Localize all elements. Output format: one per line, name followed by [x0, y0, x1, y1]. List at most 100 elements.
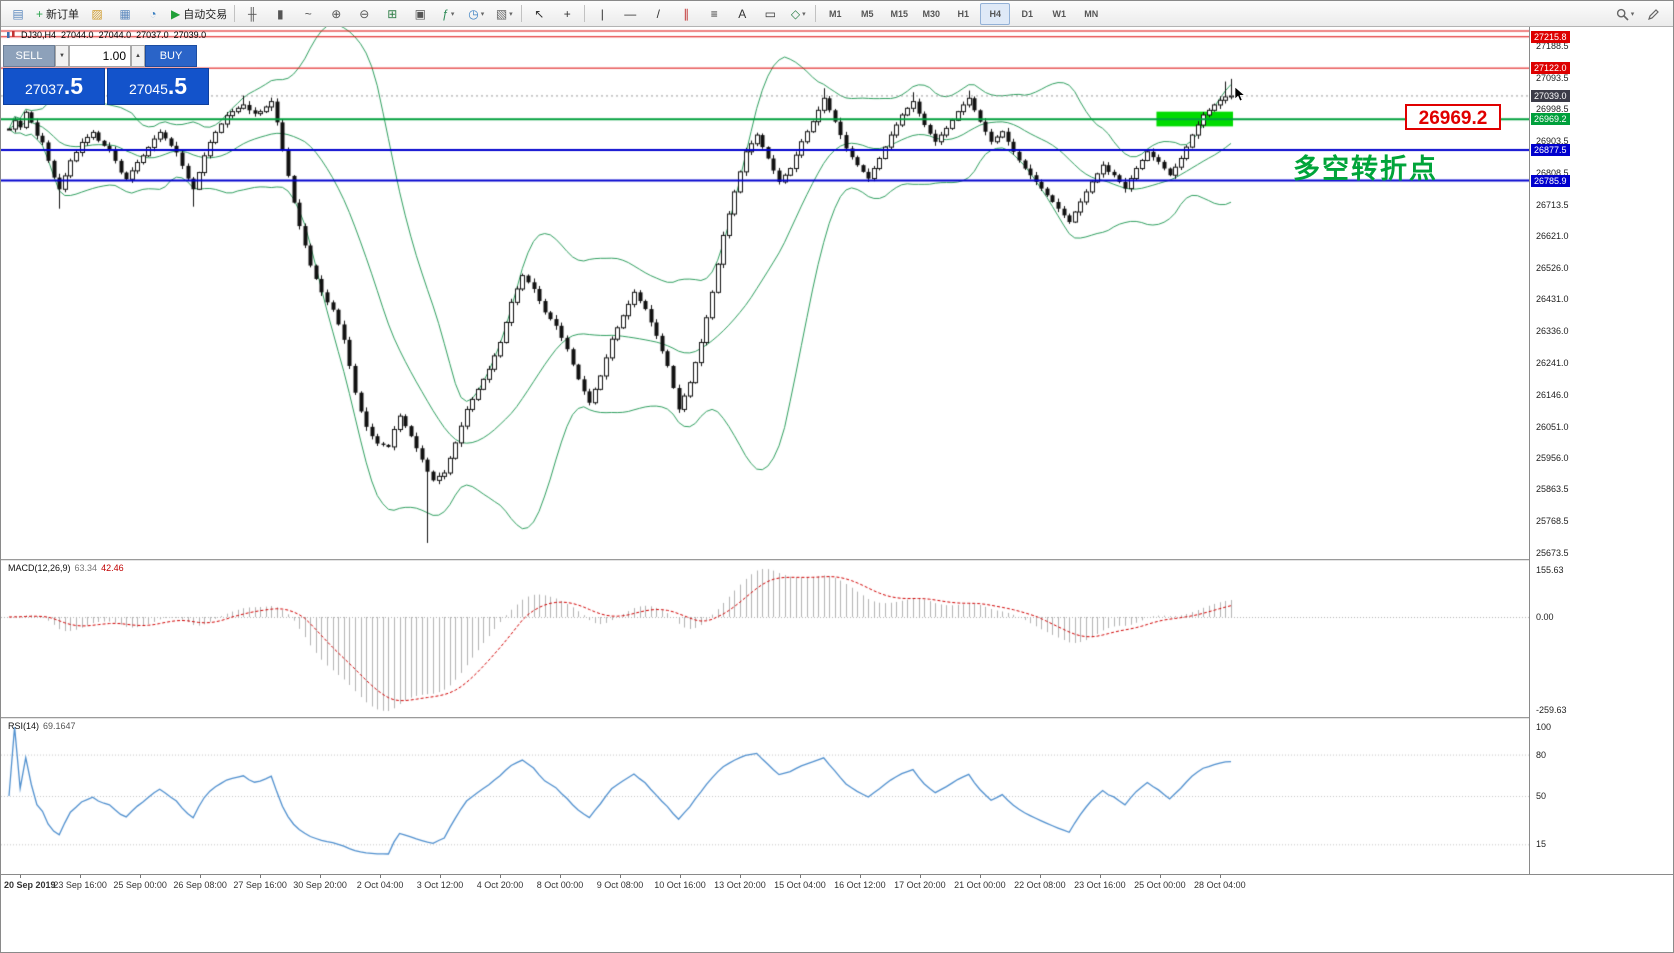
tile-windows-icon[interactable]: ⊞	[379, 3, 405, 25]
arrows-tool-caret: ▾	[802, 10, 806, 18]
volume-up-button[interactable]: ▲	[131, 45, 145, 67]
main-chart-canvas[interactable]	[1, 27, 1529, 559]
price-tick: 26146.0	[1536, 389, 1569, 400]
buy-button[interactable]: BUY	[145, 45, 197, 67]
text-tool-glyph: A	[738, 6, 747, 21]
sell-price-button[interactable]: 27037 .5	[3, 68, 105, 105]
time-label: 3 Oct 12:00	[416, 880, 464, 890]
fibonacci-icon[interactable]: ≡	[701, 3, 727, 25]
text-label-tool[interactable]: ▭	[757, 3, 783, 25]
time-label: 21 Oct 00:00	[954, 880, 1006, 890]
rsi-tick: 15	[1536, 839, 1547, 850]
tf-mn[interactable]: MN	[1076, 3, 1106, 25]
chart-profile-icon-glyph: ▨	[91, 6, 103, 21]
rsi-tick: 80	[1536, 749, 1547, 760]
macd-panel-canvas[interactable]	[1, 561, 1529, 717]
equidistant-channel-icon[interactable]: ∥	[673, 3, 699, 25]
tf-m15[interactable]: M15	[884, 3, 914, 25]
time-label: 30 Sep 20:00	[293, 880, 347, 890]
price-tick: 26621.0	[1536, 230, 1569, 241]
text-label-tool-glyph: ▭	[764, 6, 776, 21]
bar-chart-icon[interactable]: ╫	[239, 3, 265, 25]
sell-price-frac: .5	[63, 73, 84, 99]
templates-icon-caret: ▾	[509, 10, 513, 18]
price-tag: 27122.0	[1531, 62, 1570, 75]
auto-arrange-icon[interactable]: ▣	[407, 3, 433, 25]
ohlc-header: DJ30,H4 27044.0 27044.0 27037.0 27039.0	[6, 30, 206, 40]
time-label: 23 Oct 16:00	[1074, 880, 1126, 890]
search-button[interactable]: ▾	[1612, 3, 1638, 25]
price-tick: 25863.5	[1536, 484, 1569, 495]
rsi-tick: 50	[1536, 791, 1547, 801]
tf-mn-label: MN	[1084, 8, 1099, 19]
price-axis[interactable]: 27188.5 27093.5 26998.5 26903.5 26808.5 26713…	[1529, 27, 1673, 874]
time-label: 23 Sep 16:00	[53, 880, 107, 890]
connection-icon-glyph: ▤	[12, 6, 24, 21]
volume-down-button[interactable]: ▼	[55, 45, 69, 67]
time-tick-mark	[920, 875, 921, 878]
rsi-value: 69.1647	[43, 721, 76, 731]
tf-m30[interactable]: M30	[916, 3, 946, 25]
indicators-icon[interactable]: ƒ ▾	[435, 3, 461, 25]
tf-m5[interactable]: M5	[852, 3, 882, 25]
new-order-button[interactable]: + 新订单	[33, 3, 82, 25]
tf-w1[interactable]: W1	[1044, 3, 1074, 25]
vertical-line-icon[interactable]: |	[589, 3, 615, 25]
time-tick-mark	[440, 875, 441, 878]
horizontal-line-icon-glyph: —	[624, 6, 637, 21]
price-tag: 26785.9	[1531, 174, 1570, 187]
time-label: 13 Oct 20:00	[714, 880, 766, 890]
time-label: 22 Oct 08:00	[1014, 880, 1066, 890]
feedback-button[interactable]	[1640, 3, 1666, 25]
buy-price-frac: .5	[167, 73, 188, 99]
auto-arrange-icon-glyph: ▣	[414, 6, 426, 21]
price-tick: 27093.5	[1536, 72, 1569, 83]
rsi-panel-canvas[interactable]	[1, 719, 1529, 874]
zoom-in-icon[interactable]: ⊕	[323, 3, 349, 25]
tf-m1-label: M1	[828, 8, 842, 19]
connection-icon[interactable]: ▤	[5, 3, 31, 25]
zoom-out-icon-glyph: ⊖	[359, 6, 370, 21]
line-chart-icon[interactable]: ~	[295, 3, 321, 25]
tf-w1-label: W1	[1052, 8, 1067, 19]
arrows-tool-glyph: ◇	[790, 6, 801, 21]
time-tick-mark	[980, 875, 981, 878]
price-tick: 26808.5	[1536, 168, 1569, 179]
candlestick-chart-icon[interactable]: ▮	[267, 3, 293, 25]
buy-price-button[interactable]: 27045 .5	[107, 68, 209, 105]
tf-m1[interactable]: M1	[820, 3, 850, 25]
trendline-icon[interactable]: /	[645, 3, 671, 25]
cursor-icon[interactable]: ↖	[526, 3, 552, 25]
tf-h1[interactable]: H1	[948, 3, 978, 25]
tf-d1[interactable]: D1	[1012, 3, 1042, 25]
refresh-icon[interactable]: ◔	[140, 3, 166, 25]
sell-button[interactable]: SELL	[3, 45, 55, 67]
templates-icon[interactable]: ▧ ▾	[491, 3, 517, 25]
arrows-tool[interactable]: ◇ ▾	[785, 3, 811, 25]
toolbar-separator	[521, 5, 523, 22]
toolbar: ▤ + 新订单 ▨ ▦ ◔ ▶ 自动交易 ╫ ▮ ~ ⊕ ⊖ ⊞ ▣ ƒ ▾ ◷ ▾ ▧ ▾ ↖ + | — / ∥ ≡ A ▭ ◇ ▾ M1 M…	[1, 1, 1673, 27]
price-tick: 26903.5	[1536, 136, 1569, 147]
tf-m15-label: M15	[890, 8, 908, 19]
time-tick-mark	[380, 875, 381, 878]
time-tick-mark	[680, 875, 681, 878]
one-click-trading-panel: SELL ▼ ▲ BUY 27037 .5 27045 .5	[3, 45, 211, 105]
time-tick-mark	[500, 875, 501, 878]
text-tool[interactable]: A	[729, 3, 755, 25]
macd-tick: 0.00	[1536, 612, 1554, 622]
time-label: 16 Oct 12:00	[834, 880, 886, 890]
tile-windows-icon-glyph: ⊞	[387, 6, 398, 21]
autotrading-button-label: 自动交易	[183, 8, 228, 21]
volume-input[interactable]	[69, 45, 131, 67]
crosshair-icon[interactable]: +	[554, 3, 580, 25]
tf-h4[interactable]: H4	[980, 2, 1011, 25]
zoom-out-icon[interactable]: ⊖	[351, 3, 377, 25]
horizontal-line-icon[interactable]: —	[617, 3, 643, 25]
chart-profile-icon[interactable]: ▨	[84, 3, 110, 25]
panel-splitter[interactable]	[1, 717, 1673, 719]
autotrading-button[interactable]: ▶ 自动交易	[168, 3, 230, 25]
timeframes-icon[interactable]: ◷ ▾	[463, 3, 489, 25]
open-chart-icon[interactable]: ▦	[112, 3, 138, 25]
panel-splitter[interactable]	[1, 559, 1673, 561]
time-axis[interactable]: 20 Sep 2019 23 Sep 16:00 25 Sep 00:00 26 Se…	[1, 874, 1673, 894]
